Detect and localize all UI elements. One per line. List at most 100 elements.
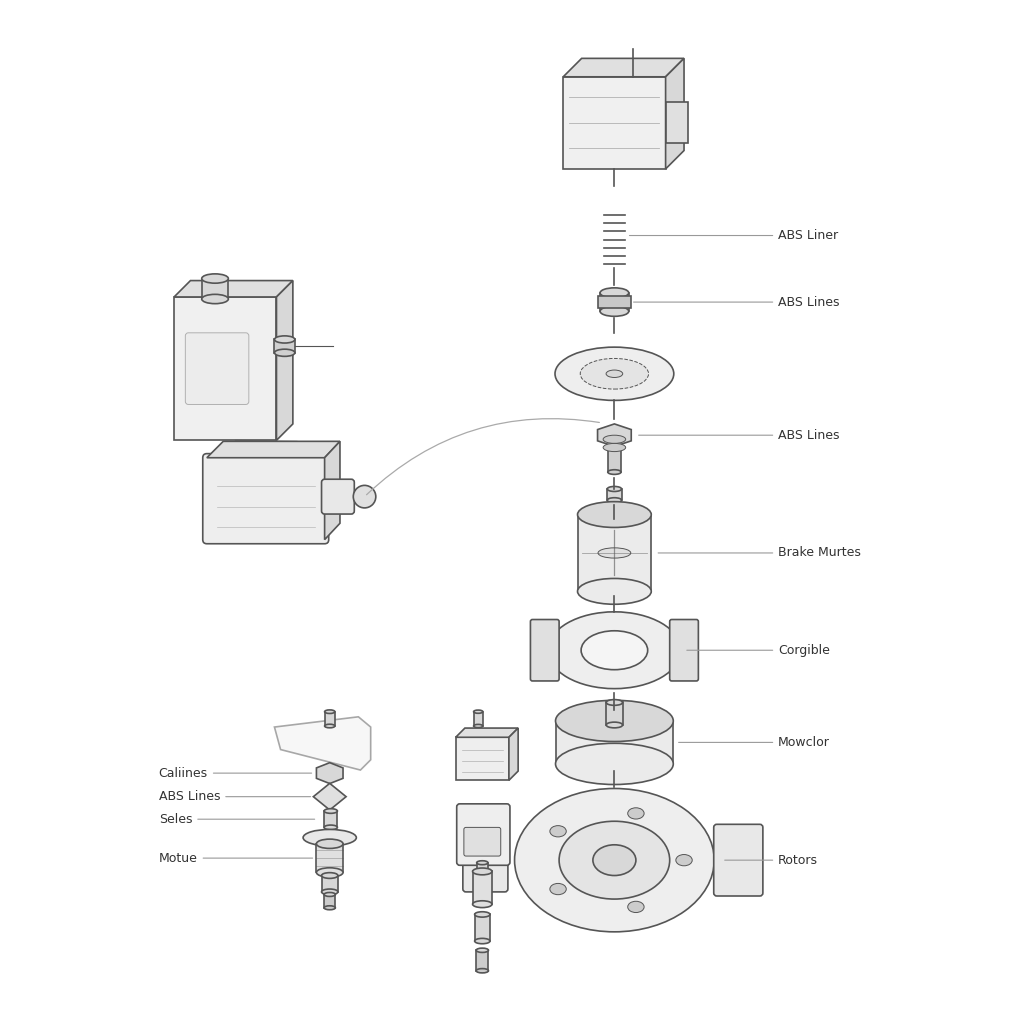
FancyBboxPatch shape <box>174 297 276 440</box>
Ellipse shape <box>606 722 623 728</box>
Ellipse shape <box>477 872 488 876</box>
Ellipse shape <box>548 612 681 688</box>
FancyBboxPatch shape <box>563 77 666 169</box>
FancyBboxPatch shape <box>322 876 338 892</box>
Ellipse shape <box>606 699 623 706</box>
FancyBboxPatch shape <box>324 811 338 827</box>
Polygon shape <box>666 58 684 169</box>
Polygon shape <box>509 728 518 780</box>
Ellipse shape <box>607 498 622 503</box>
FancyBboxPatch shape <box>316 844 343 872</box>
FancyBboxPatch shape <box>203 454 329 544</box>
Ellipse shape <box>303 829 356 846</box>
Ellipse shape <box>628 808 644 819</box>
Ellipse shape <box>325 710 335 714</box>
Ellipse shape <box>600 288 629 298</box>
Ellipse shape <box>578 502 651 527</box>
Text: ABS Lines: ABS Lines <box>634 296 840 308</box>
Ellipse shape <box>274 336 295 343</box>
Ellipse shape <box>600 306 629 316</box>
Ellipse shape <box>324 893 336 896</box>
Text: Corgible: Corgible <box>687 644 830 656</box>
Ellipse shape <box>608 470 621 474</box>
Ellipse shape <box>603 443 626 452</box>
Ellipse shape <box>202 294 228 304</box>
Ellipse shape <box>598 548 631 558</box>
FancyBboxPatch shape <box>600 293 629 311</box>
FancyBboxPatch shape <box>202 279 228 299</box>
FancyBboxPatch shape <box>274 339 295 352</box>
Ellipse shape <box>550 884 566 895</box>
Polygon shape <box>274 717 371 770</box>
Ellipse shape <box>514 788 715 932</box>
Polygon shape <box>276 281 293 440</box>
Polygon shape <box>456 728 518 737</box>
Text: Caliines: Caliines <box>159 767 311 779</box>
Ellipse shape <box>316 839 343 849</box>
Ellipse shape <box>582 631 647 670</box>
Text: Rotors: Rotors <box>725 854 818 866</box>
Polygon shape <box>325 441 340 540</box>
FancyBboxPatch shape <box>322 479 354 514</box>
Polygon shape <box>563 58 684 77</box>
Ellipse shape <box>324 809 338 813</box>
FancyBboxPatch shape <box>457 804 510 865</box>
Polygon shape <box>174 281 293 297</box>
Text: ABS Liner: ABS Liner <box>630 229 839 242</box>
Text: Motue: Motue <box>159 852 312 864</box>
Ellipse shape <box>555 700 674 741</box>
FancyBboxPatch shape <box>456 737 509 780</box>
Ellipse shape <box>274 349 295 356</box>
FancyBboxPatch shape <box>324 895 336 908</box>
Text: ABS Lines: ABS Lines <box>639 429 840 441</box>
Ellipse shape <box>324 825 338 829</box>
Ellipse shape <box>316 867 343 878</box>
Ellipse shape <box>628 901 644 912</box>
FancyBboxPatch shape <box>530 620 559 681</box>
Text: Brake Murtes: Brake Murtes <box>658 547 861 559</box>
FancyBboxPatch shape <box>464 827 501 856</box>
Ellipse shape <box>555 743 674 784</box>
Ellipse shape <box>473 901 493 907</box>
Ellipse shape <box>473 710 483 714</box>
Ellipse shape <box>475 938 490 944</box>
Ellipse shape <box>202 273 228 284</box>
Ellipse shape <box>559 821 670 899</box>
Ellipse shape <box>476 948 488 952</box>
Ellipse shape <box>550 825 566 837</box>
FancyBboxPatch shape <box>608 447 621 472</box>
Ellipse shape <box>473 868 493 874</box>
FancyBboxPatch shape <box>714 824 763 896</box>
Ellipse shape <box>322 872 338 879</box>
FancyBboxPatch shape <box>475 914 490 941</box>
FancyBboxPatch shape <box>666 102 688 143</box>
Text: Seles: Seles <box>159 813 314 825</box>
FancyBboxPatch shape <box>670 620 698 681</box>
FancyBboxPatch shape <box>473 712 483 726</box>
Ellipse shape <box>607 486 622 492</box>
FancyBboxPatch shape <box>185 333 249 404</box>
Ellipse shape <box>603 435 626 443</box>
Polygon shape <box>207 441 340 458</box>
Ellipse shape <box>606 370 623 378</box>
Ellipse shape <box>353 485 376 508</box>
FancyBboxPatch shape <box>607 489 622 501</box>
FancyBboxPatch shape <box>473 871 493 904</box>
Ellipse shape <box>473 724 483 728</box>
FancyBboxPatch shape <box>477 862 488 874</box>
Ellipse shape <box>581 358 648 389</box>
Ellipse shape <box>475 911 490 918</box>
FancyBboxPatch shape <box>606 702 623 725</box>
Ellipse shape <box>322 889 338 895</box>
Text: Mowclor: Mowclor <box>679 736 830 749</box>
Ellipse shape <box>476 969 488 973</box>
Polygon shape <box>598 424 631 446</box>
Ellipse shape <box>477 861 488 864</box>
Ellipse shape <box>676 854 692 866</box>
Polygon shape <box>316 763 343 783</box>
Text: ABS Lines: ABS Lines <box>159 791 310 803</box>
Ellipse shape <box>578 579 651 604</box>
FancyBboxPatch shape <box>463 828 508 892</box>
Polygon shape <box>313 783 346 810</box>
FancyBboxPatch shape <box>598 296 631 308</box>
